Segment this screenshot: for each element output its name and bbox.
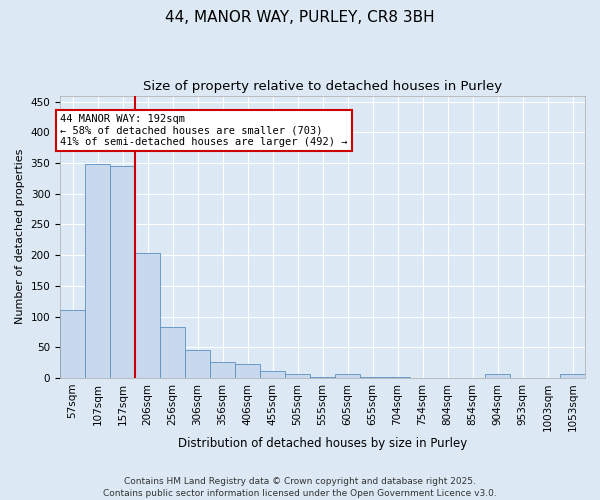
Text: 44, MANOR WAY, PURLEY, CR8 3BH: 44, MANOR WAY, PURLEY, CR8 3BH [165,10,435,25]
Bar [485,374,510,378]
Bar [260,371,285,378]
Bar [335,374,360,378]
Bar [85,164,110,378]
Bar [135,254,160,378]
X-axis label: Distribution of detached houses by size in Purley: Distribution of detached houses by size … [178,437,467,450]
Bar [285,374,310,378]
Bar [110,166,135,378]
Bar [235,364,260,378]
Bar [210,362,235,378]
Bar [160,327,185,378]
Text: Contains HM Land Registry data © Crown copyright and database right 2025.
Contai: Contains HM Land Registry data © Crown c… [103,476,497,498]
Y-axis label: Number of detached properties: Number of detached properties [15,149,25,324]
Bar [60,310,85,378]
Bar [560,374,585,378]
Title: Size of property relative to detached houses in Purley: Size of property relative to detached ho… [143,80,502,93]
Bar [185,350,210,378]
Text: 44 MANOR WAY: 192sqm
← 58% of detached houses are smaller (703)
41% of semi-deta: 44 MANOR WAY: 192sqm ← 58% of detached h… [60,114,347,147]
